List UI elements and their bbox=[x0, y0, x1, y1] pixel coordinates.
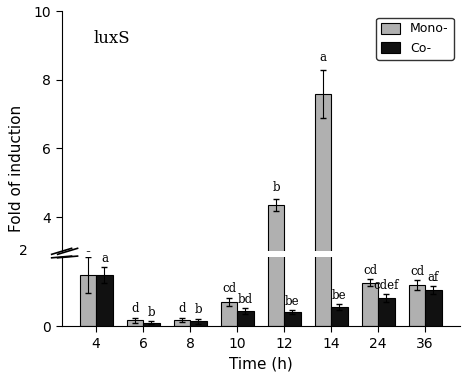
Bar bbox=[362, 325, 378, 354]
Bar bbox=[315, 93, 331, 354]
Bar bbox=[80, 275, 96, 326]
Text: 2: 2 bbox=[19, 244, 28, 258]
Text: d: d bbox=[178, 303, 186, 315]
Text: b: b bbox=[272, 181, 280, 194]
Text: luxS: luxS bbox=[93, 30, 130, 48]
Legend: Mono-, Co-: Mono-, Co- bbox=[376, 18, 454, 60]
Text: cd: cd bbox=[410, 265, 424, 278]
Text: b: b bbox=[195, 303, 202, 316]
Bar bbox=[237, 311, 254, 326]
Bar bbox=[284, 345, 301, 354]
Bar bbox=[127, 320, 143, 326]
Bar bbox=[362, 283, 378, 326]
Bar bbox=[174, 350, 190, 354]
Bar bbox=[190, 321, 207, 326]
Text: bd: bd bbox=[238, 293, 253, 306]
Bar bbox=[221, 338, 237, 354]
Text: d: d bbox=[131, 303, 139, 315]
Bar bbox=[425, 330, 442, 354]
Bar bbox=[315, 0, 331, 326]
Text: a: a bbox=[101, 252, 108, 265]
Text: cdef: cdef bbox=[374, 279, 399, 292]
Text: be: be bbox=[285, 295, 300, 308]
Bar bbox=[96, 320, 113, 354]
Bar bbox=[174, 320, 190, 326]
Bar bbox=[221, 302, 237, 326]
Bar bbox=[331, 307, 347, 326]
Bar bbox=[143, 322, 160, 326]
Bar bbox=[284, 312, 301, 326]
Bar bbox=[268, 205, 284, 354]
Bar bbox=[96, 275, 113, 326]
Text: cd: cd bbox=[222, 282, 236, 296]
Bar bbox=[143, 352, 160, 354]
Bar bbox=[378, 335, 395, 354]
Bar bbox=[378, 298, 395, 326]
X-axis label: Time (h): Time (h) bbox=[229, 356, 292, 371]
Text: cd: cd bbox=[363, 264, 377, 277]
Text: Fold of induction: Fold of induction bbox=[9, 105, 25, 232]
Bar bbox=[409, 285, 425, 326]
Bar bbox=[425, 290, 442, 326]
Text: af: af bbox=[428, 271, 439, 284]
Text: be: be bbox=[332, 289, 347, 302]
Bar bbox=[331, 341, 347, 354]
Text: c: c bbox=[85, 242, 91, 255]
Bar bbox=[190, 351, 207, 354]
Text: b: b bbox=[147, 306, 155, 319]
Bar bbox=[268, 103, 284, 326]
Bar bbox=[409, 327, 425, 354]
Text: a: a bbox=[319, 51, 327, 64]
Bar bbox=[237, 344, 254, 354]
Bar bbox=[80, 320, 96, 354]
Bar bbox=[127, 350, 143, 354]
